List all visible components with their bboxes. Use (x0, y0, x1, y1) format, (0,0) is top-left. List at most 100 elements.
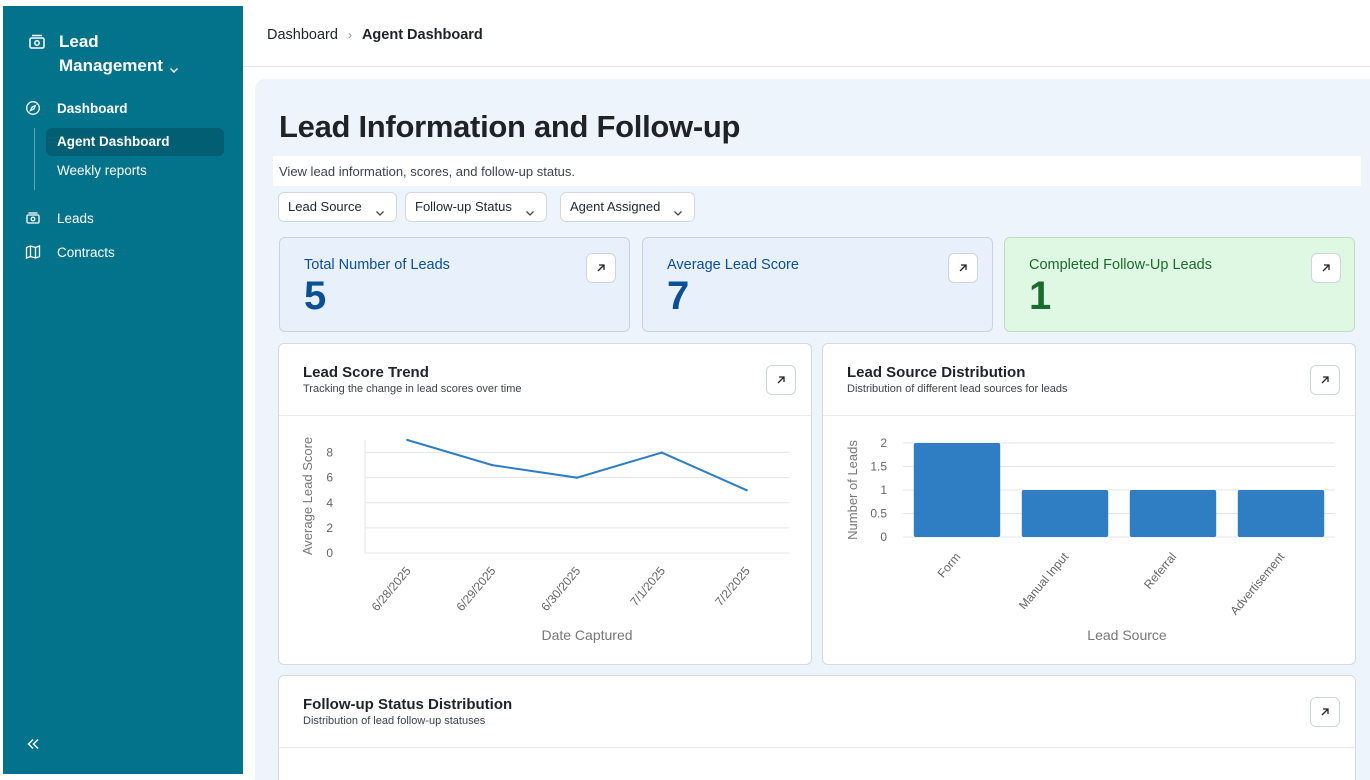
expand-button[interactable] (766, 365, 796, 395)
bar-chart: 0 0.5 1 1.5 2 Form Manual Input Referral Adverti… (845, 436, 1335, 643)
filter-lead-source[interactable]: Lead Source (278, 192, 397, 222)
collapse-sidebar-icon[interactable] (25, 736, 41, 752)
card-lead-score-trend: Lead Score Trend Tracking the change in … (278, 343, 812, 665)
y-axis-title: Average Lead Score (300, 437, 315, 555)
kpi-value: 5 (304, 274, 327, 318)
y-tick-label: 2 (880, 436, 887, 450)
series-line (407, 439, 748, 492)
bar (1021, 490, 1109, 537)
expand-button[interactable] (948, 253, 978, 283)
brand[interactable]: Lead Management (27, 30, 181, 78)
page-title: Lead Information and Follow-up (279, 109, 741, 144)
card-title: Lead Source Distribution (847, 364, 1026, 381)
filter-agent-assigned[interactable]: Agent Assigned (560, 192, 696, 222)
sidebar: Lead Management Dashboard Agent Dashboar… (3, 6, 243, 774)
filter-lead-source-label: Lead Source (288, 199, 362, 214)
filter-followup-status-label: Follow-up Status (415, 199, 512, 214)
main-content: Lead Information and Follow-up View lead… (255, 79, 1370, 780)
x-tick-label: 7/1/2025 (627, 564, 668, 609)
kpi-label: Average Lead Score (667, 257, 799, 273)
chevron-down-icon[interactable] (167, 60, 181, 74)
y-tick-label: 1 (880, 483, 887, 497)
page-subtitle: View lead information, scores, and follo… (279, 164, 576, 179)
kpi-average-lead-score: Average Lead Score 7 (642, 237, 993, 332)
card-subtitle: Distribution of different lead sources f… (847, 383, 1068, 395)
subtitle-bar: View lead information, scores, and follo… (273, 156, 1361, 186)
data-point (575, 476, 579, 479)
header: Dashboard › Agent Dashboard (243, 6, 1370, 67)
map-icon (25, 244, 41, 260)
nav-leads[interactable]: Leads (25, 210, 94, 226)
chevron-down-icon (672, 201, 684, 216)
x-axis-title: Date Captured (541, 627, 632, 643)
brand-line2: Management (59, 56, 163, 75)
kpi-value: 7 (667, 274, 690, 318)
expand-button[interactable] (586, 253, 616, 283)
card-lead-source-distribution: Lead Source Distribution Distribution of… (822, 343, 1356, 665)
data-point (491, 463, 494, 467)
arrow-up-right-icon (959, 264, 967, 272)
breadcrumb-current: Agent Dashboard (361, 27, 483, 43)
nav-contracts-label: Contracts (57, 244, 115, 260)
data-point (660, 451, 663, 454)
filter-followup-status[interactable]: Follow-up Status (405, 192, 547, 222)
card-divider (279, 415, 811, 416)
line-chart: 0 2 4 6 8 6/28/2025 6/29/2025 6/30/2025 7/1/2025… (300, 437, 789, 643)
arrow-up-right-icon (1321, 376, 1329, 384)
cash-icon (25, 210, 41, 226)
cash-icon (27, 32, 47, 52)
card-title: Follow-up Status Distribution (303, 696, 513, 713)
y-tick-label: 0.5 (870, 507, 887, 521)
x-axis-title: Lead Source (1087, 627, 1167, 643)
data-point (406, 438, 409, 442)
card-followup-status-distribution: Follow-up Status Distribution Distributi… (278, 675, 1356, 780)
kpi-completed-followups: Completed Follow-Up Leads 1 (1004, 237, 1355, 332)
bar (1129, 490, 1217, 537)
submenu-line (34, 128, 35, 190)
kpi-label: Completed Follow-Up Leads (1029, 257, 1212, 273)
data-point (745, 489, 748, 492)
chevron-down-icon (524, 201, 536, 216)
nav-contracts[interactable]: Contracts (25, 244, 115, 260)
kpi-value: 1 (1029, 274, 1052, 318)
y-tick-label: 0 (326, 546, 333, 560)
x-tick-label: 6/28/2025 (369, 564, 414, 614)
x-tick-label: 7/2/2025 (712, 564, 753, 609)
nav-dashboard-label: Dashboard (57, 100, 128, 116)
breadcrumb: Dashboard › Agent Dashboard (267, 27, 483, 43)
x-tick-label: Referral (1141, 550, 1179, 592)
x-tick-label: Advertisement (1227, 549, 1287, 617)
card-divider (823, 415, 1355, 416)
arrow-up-right-icon (777, 376, 785, 384)
x-tick-label: 6/29/2025 (453, 564, 498, 614)
y-axis-title: Number of Leads (845, 440, 860, 540)
bar (913, 443, 1001, 537)
card-subtitle: Tracking the change in lead scores over … (303, 383, 522, 395)
y-tick-label: 0 (880, 530, 887, 544)
breadcrumb-dashboard[interactable]: Dashboard (267, 27, 338, 43)
y-tick-label: 8 (326, 446, 333, 460)
y-tick-label: 4 (326, 496, 333, 510)
bar (1237, 490, 1325, 537)
y-tick-label: 1.5 (870, 460, 887, 474)
expand-button[interactable] (1310, 365, 1340, 395)
card-subtitle: Distribution of lead follow-up statuses (303, 715, 486, 727)
chevron-down-icon (374, 201, 386, 216)
x-tick-label: Form (935, 550, 964, 580)
nav-leads-label: Leads (57, 210, 94, 226)
kpi-total-leads: Total Number of Leads 5 (279, 237, 630, 332)
nav-agent-dashboard[interactable]: Agent Dashboard (46, 128, 224, 156)
card-divider (279, 747, 1355, 748)
arrow-up-right-icon (1321, 708, 1329, 716)
kpi-label: Total Number of Leads (304, 257, 450, 273)
compass-icon (25, 100, 41, 116)
nav-dashboard[interactable]: Dashboard (25, 100, 128, 116)
breadcrumb-separator: › (347, 28, 352, 42)
expand-button[interactable] (1311, 253, 1341, 283)
filter-agent-assigned-label: Agent Assigned (570, 199, 661, 214)
arrow-up-right-icon (1322, 264, 1330, 272)
x-tick-label: Manual Input (1016, 549, 1072, 612)
expand-button[interactable] (1310, 697, 1340, 727)
nav-weekly-reports[interactable]: Weekly reports (57, 163, 147, 178)
y-tick-label: 2 (326, 521, 333, 535)
